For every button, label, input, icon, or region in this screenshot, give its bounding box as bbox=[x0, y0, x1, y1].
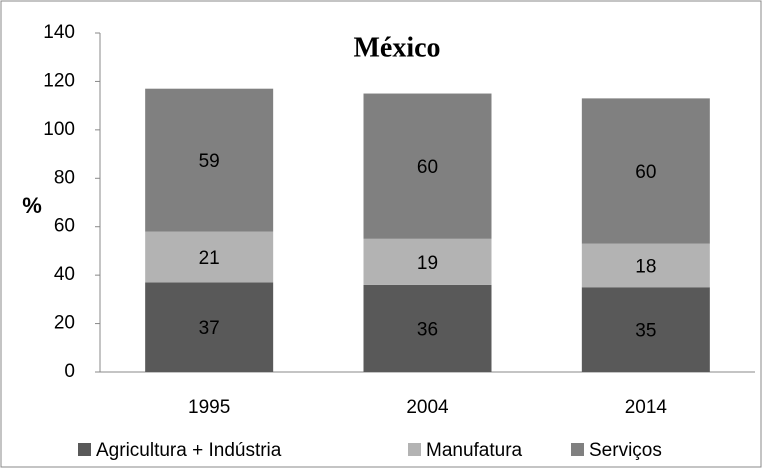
legend-swatch bbox=[408, 443, 421, 456]
data-label: 21 bbox=[199, 248, 220, 269]
y-tick-label: 60 bbox=[54, 216, 75, 237]
bar-segment bbox=[363, 238, 492, 285]
bar-segment bbox=[581, 98, 710, 244]
y-tick-label: 40 bbox=[54, 264, 75, 285]
legend-swatch bbox=[571, 443, 584, 456]
legend-label: Agricultura + Indústria bbox=[96, 440, 282, 461]
bar-segment bbox=[145, 88, 274, 232]
data-label: 37 bbox=[199, 318, 220, 339]
data-label: 60 bbox=[635, 162, 656, 183]
x-tick-label: 2014 bbox=[625, 397, 668, 418]
bar-segment bbox=[581, 287, 710, 372]
bar-segment bbox=[581, 243, 710, 288]
data-label: 60 bbox=[417, 157, 438, 178]
y-tick-label: 80 bbox=[54, 167, 75, 188]
bar-segment bbox=[145, 231, 274, 283]
data-label: 59 bbox=[199, 151, 220, 172]
y-tick-label: 0 bbox=[64, 361, 75, 382]
y-tick-label: 100 bbox=[43, 119, 75, 140]
chart-title: México bbox=[353, 32, 440, 63]
y-axis-label: % bbox=[22, 193, 42, 218]
y-tick-label: 20 bbox=[54, 313, 75, 334]
y-tick-label: 140 bbox=[43, 22, 75, 43]
bar-segment bbox=[363, 93, 492, 239]
bar-segment bbox=[363, 284, 492, 372]
x-tick-label: 1995 bbox=[188, 397, 230, 418]
data-label: 18 bbox=[635, 256, 656, 277]
data-label: 36 bbox=[417, 319, 438, 340]
data-label: 19 bbox=[417, 253, 438, 274]
data-label: 35 bbox=[635, 321, 656, 342]
legend-label: Serviços bbox=[589, 440, 662, 461]
bar-segment bbox=[145, 282, 274, 372]
x-tick-label: 2004 bbox=[406, 397, 449, 418]
y-tick-label: 120 bbox=[43, 70, 75, 91]
legend-swatch bbox=[78, 443, 91, 456]
legend-label: Manufatura bbox=[426, 440, 523, 461]
